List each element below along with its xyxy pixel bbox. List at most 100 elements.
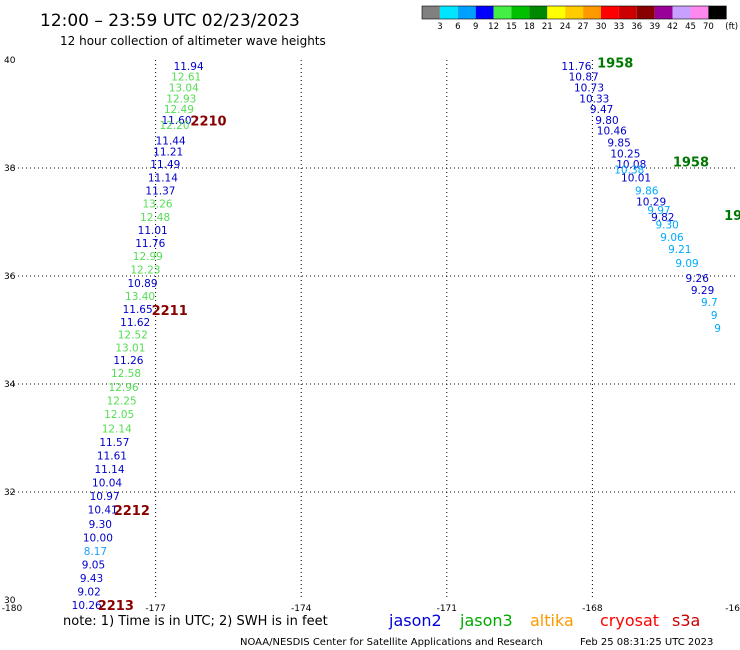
wave-height-value: 12.14: [102, 423, 132, 435]
colorbar-swatch: [583, 6, 601, 19]
credit-line: NOAA/NESDIS Center for Satellite Applica…: [240, 637, 543, 648]
colorbar-label: 21: [542, 22, 553, 32]
wave-height-value: 13.40: [125, 291, 155, 303]
wave-height-value: 13.26: [143, 199, 173, 211]
colorbar-label: 45: [685, 22, 696, 32]
colorbar-swatch: [708, 6, 727, 19]
wave-height-value: 12.20: [159, 120, 189, 132]
x-axis-ticks: -180 -177 -174 -171 -168 -16: [2, 604, 740, 614]
colorbar-label: 30: [596, 22, 607, 32]
colorbar-swatch: [618, 6, 637, 19]
colorbar-label: 6: [455, 22, 460, 32]
wave-height-value: 9.80: [595, 115, 618, 127]
y-tick-label: 40: [4, 56, 16, 66]
colorbar-label: 36: [631, 22, 642, 32]
satellite-s3a: s3a: [672, 611, 700, 630]
wave-height-value: 10.25: [610, 148, 640, 160]
pass-time-label: 1958: [597, 57, 633, 72]
wave-height-value: 11.61: [97, 450, 127, 462]
colorbar-label: 15: [506, 22, 517, 32]
wave-height-value: 10.04: [92, 477, 122, 489]
colorbar-swatch: [457, 6, 476, 19]
colorbar-swatch: [422, 6, 440, 19]
pass-time-label: 2211: [152, 304, 188, 319]
chart-title: 12:00 – 23:59 UTC 02/23/2023: [40, 11, 300, 31]
colorbar-swatch: [654, 6, 673, 19]
wave-height-value: 11.44: [156, 135, 186, 147]
x-tick-label: -16: [725, 604, 740, 614]
wave-height-value: 12.96: [109, 382, 139, 394]
colorbar-label: 12: [488, 22, 499, 32]
wave-height-value: 9: [714, 323, 721, 335]
wave-height-value: 10.01: [621, 173, 651, 185]
pass-time-label: 2210: [190, 114, 226, 129]
colorbar-label: 42: [667, 22, 678, 32]
x-tick-label: -171: [437, 604, 457, 614]
wave-height-value: 11.14: [94, 464, 124, 476]
wave-height-value: 10.26: [72, 600, 102, 612]
y-tick-label: 30: [4, 596, 16, 606]
satellite-jason2: jason2: [388, 611, 442, 630]
colorbar-label: 39: [649, 22, 660, 32]
wave-height-value: 12.52: [118, 329, 148, 341]
x-tick-label: -168: [582, 604, 603, 614]
satellite-legend: jason2 jason3 altika cryosat s3a: [388, 611, 700, 630]
chart-subtitle: 12 hour collection of altimeter wave hei…: [60, 34, 326, 48]
wave-height-value: 10.97: [90, 491, 120, 503]
colorbar-label: 9: [473, 22, 478, 32]
wave-height-value: 10.38: [614, 165, 644, 177]
y-axis-ticks: 40 38 36 34 32 30: [4, 56, 16, 606]
colorbar-label: 27: [578, 22, 589, 32]
wave-height-value: 11.62: [120, 317, 150, 329]
colorbar-swatch: [475, 6, 494, 19]
colorbar-swatch: [690, 6, 709, 19]
wave-height-value: 9.7: [701, 297, 718, 309]
wave-height-value: 9.85: [607, 138, 630, 150]
wave-height-value: 9.47: [590, 104, 613, 116]
wave-height-value: 11.49: [150, 159, 180, 171]
y-tick-label: 32: [4, 488, 15, 498]
pass-time-label: 2212: [114, 504, 150, 519]
wave-height-value: 10.73: [574, 83, 604, 95]
wave-height-value: 12.48: [140, 212, 170, 224]
colorbar-swatch: [565, 6, 584, 19]
wave-height-value: 10.87: [569, 72, 599, 84]
wave-height-value: 9.97: [647, 205, 670, 217]
pass-time-label: 19: [724, 209, 740, 224]
generated-timestamp: Feb 25 08:31:25 UTC 2023: [580, 637, 713, 648]
wave-height-value: 11.94: [174, 61, 204, 73]
wave-height-value: 10.00: [83, 532, 113, 544]
wave-height-value: 9: [711, 310, 718, 322]
colorbar-label: 24: [560, 22, 571, 32]
wave-height-value: 9.86: [635, 186, 659, 198]
wave-height-value: 10.46: [597, 126, 627, 138]
wave-height-value: 9.26: [686, 273, 710, 285]
x-tick-label: -177: [145, 604, 165, 614]
wave-height-value: 8.17: [84, 546, 107, 558]
wave-height-value: 10.33: [579, 93, 609, 105]
pass-time-label: 2213: [98, 599, 134, 614]
wave-height-value: 12.99: [133, 251, 163, 263]
wave-height-value: 10.89: [127, 278, 157, 290]
wave-height-value: 11.14: [148, 173, 178, 185]
colorbar-frame: [421, 5, 727, 20]
wave-height-value: 9.30: [655, 220, 678, 232]
wave-height-value: 11.37: [145, 186, 175, 198]
color-scale-legend: 3 6 9 12 15 18 21 24 27 30 33 36 39 42 45 70 (ft): [421, 5, 738, 32]
wave-height-value: 13.01: [115, 342, 145, 354]
wave-height-value: 9.30: [89, 519, 112, 531]
wave-height-value: 9.43: [80, 573, 103, 585]
wave-height-value: 11.76: [561, 61, 591, 73]
colorbar-label: 3: [437, 22, 442, 32]
x-tick-label: -174: [291, 604, 312, 614]
colorbar-swatch: [493, 6, 512, 19]
wave-height-value: 11.21: [153, 146, 183, 158]
pass-time-label: 1958: [673, 156, 709, 171]
colorbar-swatch: [636, 6, 655, 19]
colorbar-label: 18: [524, 22, 535, 32]
wave-height-value: 13.04: [169, 83, 199, 95]
y-tick-label: 34: [4, 380, 16, 390]
wave-height-value: 12.49: [164, 104, 194, 116]
colorbar-swatch: [547, 6, 566, 19]
